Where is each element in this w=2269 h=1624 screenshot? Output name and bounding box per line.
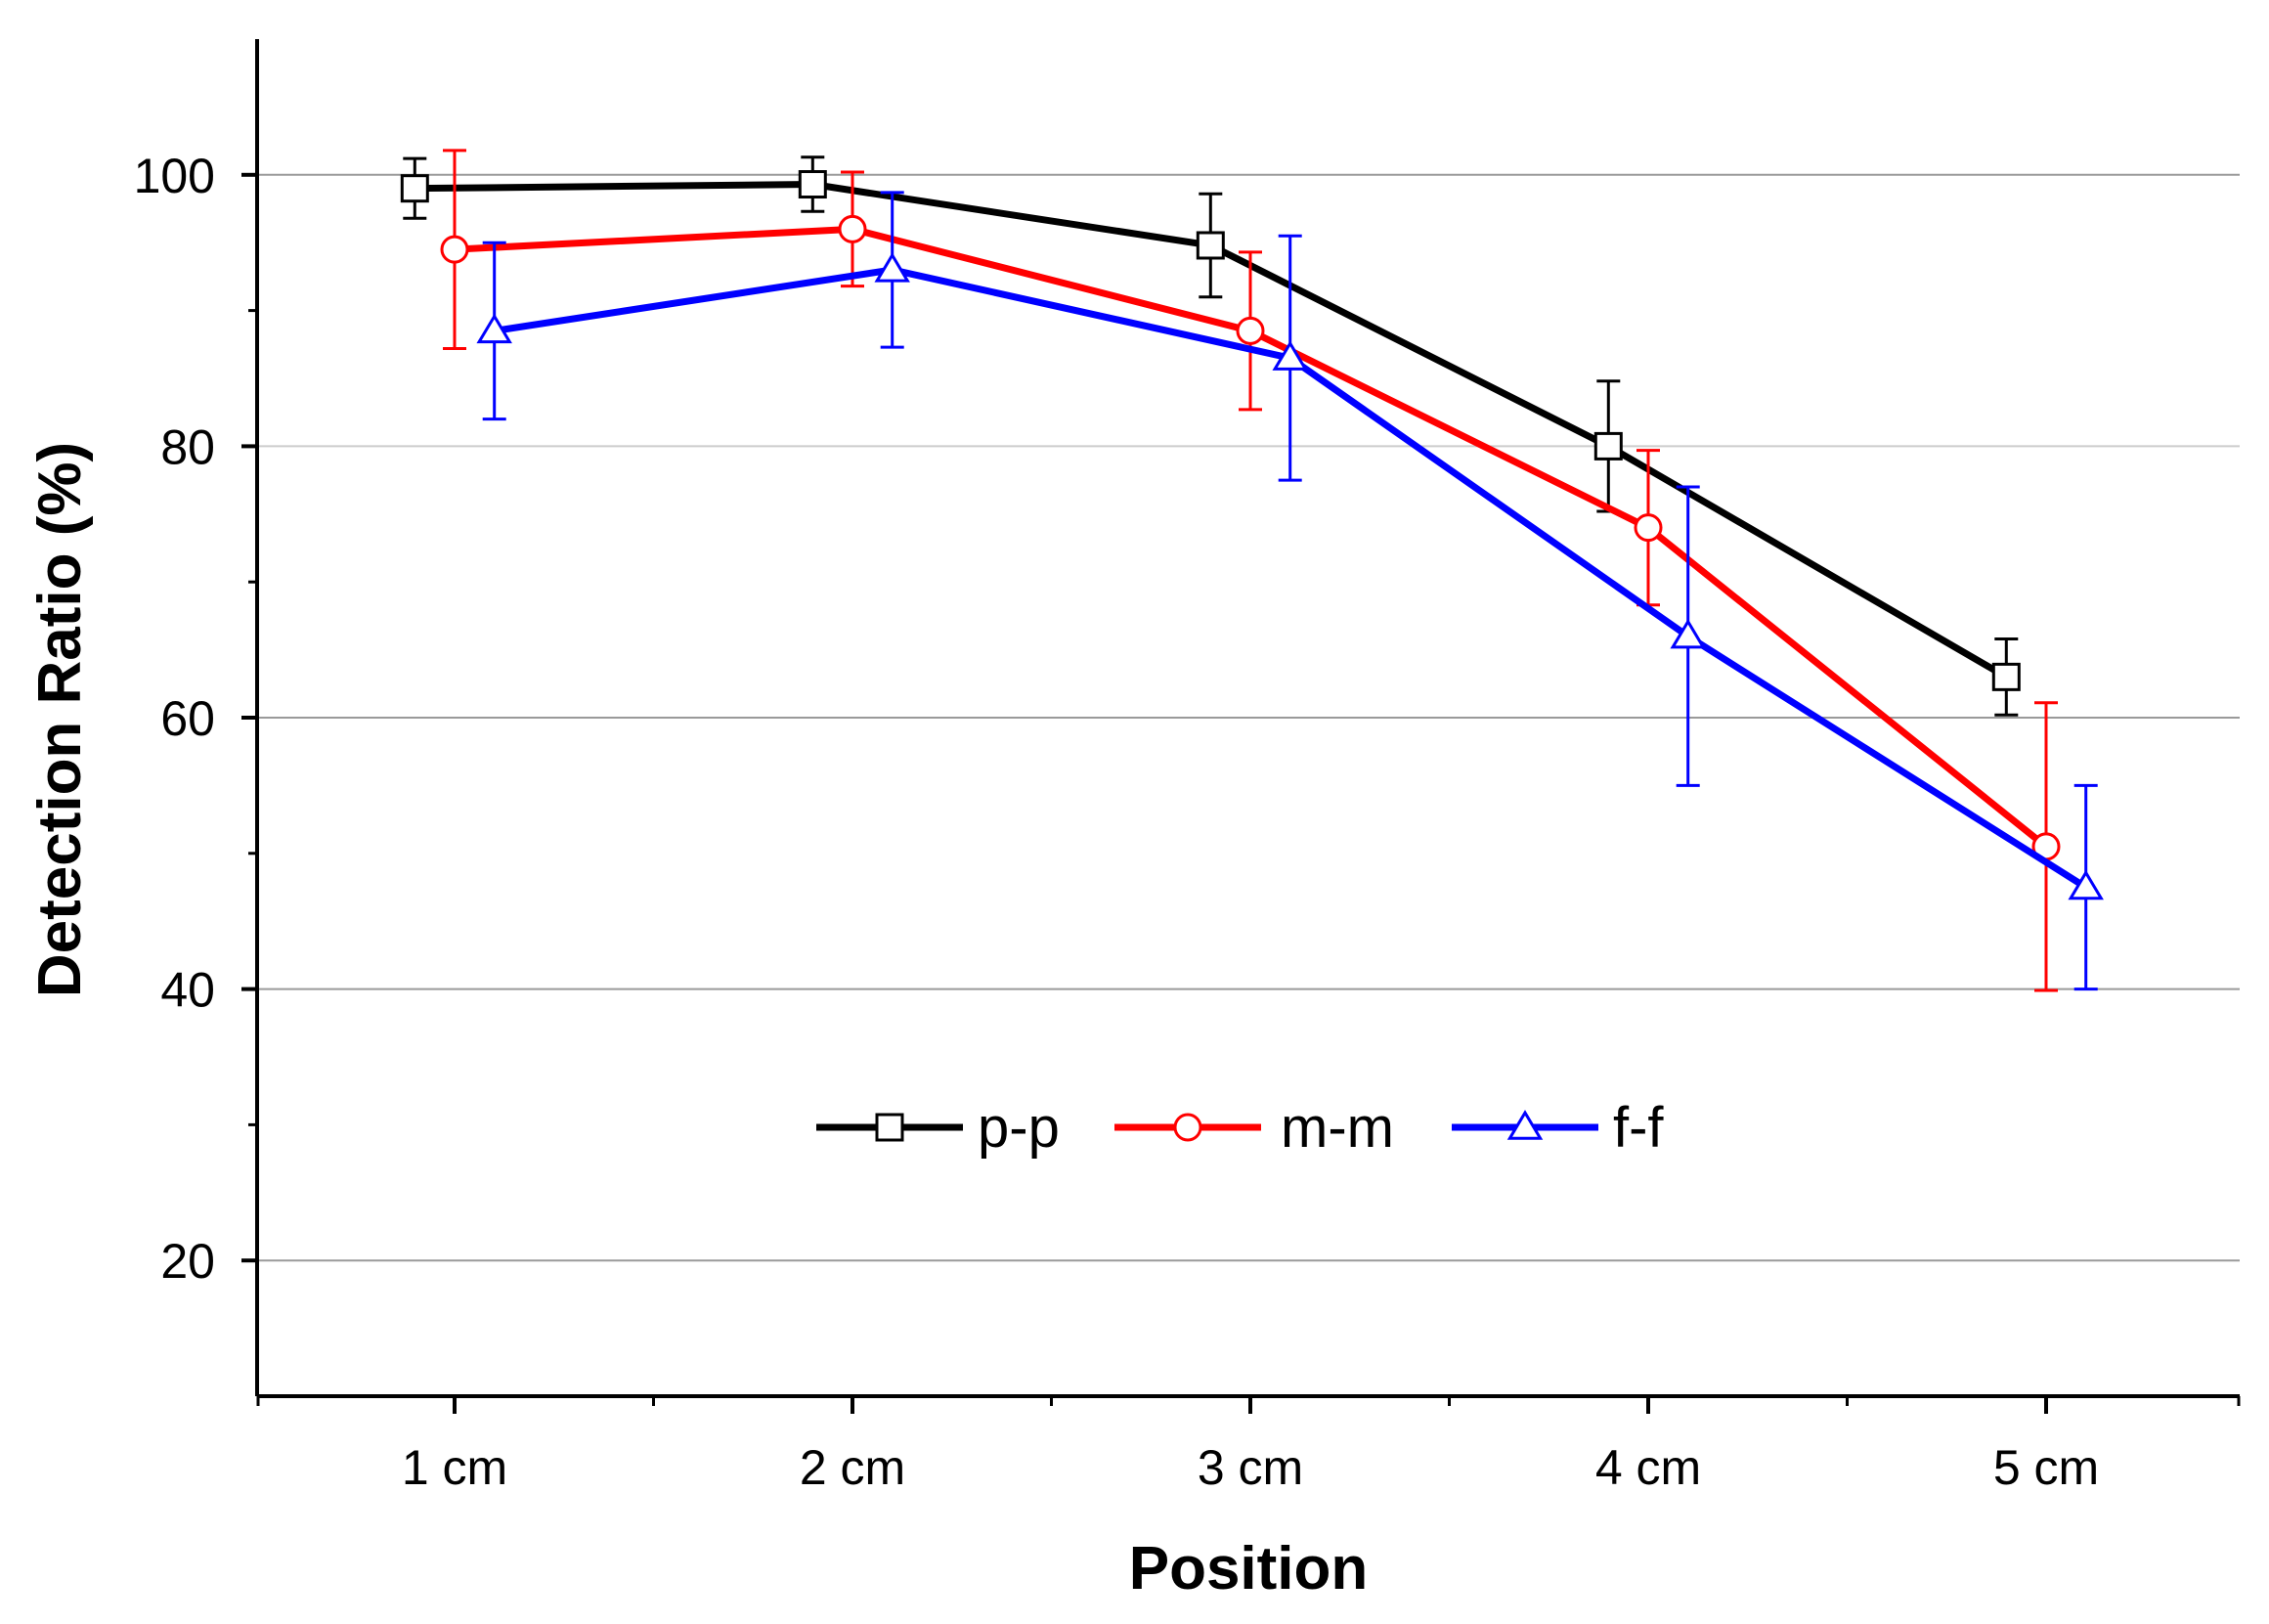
x-tick-label: 5 cm xyxy=(1993,1440,2099,1495)
series-m-m xyxy=(440,149,2061,992)
legend-item-p-p: p-p xyxy=(816,1096,1060,1160)
data-point-m-m xyxy=(1236,316,1265,345)
legend-label-f-f: f-f xyxy=(1613,1096,1664,1160)
data-series xyxy=(400,149,2104,992)
y-tick-label: 40 xyxy=(160,963,215,1018)
data-point-p-p xyxy=(400,174,429,203)
tick-marks xyxy=(241,172,2241,1414)
legend-marker-p-p xyxy=(875,1113,904,1142)
legend-item-f-f: f-f xyxy=(1452,1096,1664,1160)
legend-marker-m-m xyxy=(1173,1113,1202,1142)
legend-marker-f-f xyxy=(1506,1110,1544,1140)
data-point-m-m xyxy=(440,235,469,264)
tick-labels: 20 40 60 80 100 1 cm 2 cm 3 cm 4 cm 5 cm xyxy=(134,149,2100,1495)
legend-label-p-p: p-p xyxy=(978,1096,1060,1160)
data-point-f-f xyxy=(1670,618,1706,649)
x-tick-label: 3 cm xyxy=(1198,1440,1303,1495)
x-tick-label: 2 cm xyxy=(800,1440,905,1495)
legend-item-m-m: m-m xyxy=(1114,1096,1394,1160)
data-point-m-m xyxy=(1634,513,1663,543)
data-point-f-f xyxy=(476,313,512,344)
data-point-p-p xyxy=(1196,231,1225,260)
series-p-p xyxy=(400,155,2021,717)
y-tick-label: 60 xyxy=(160,691,215,746)
data-point-m-m xyxy=(838,214,867,243)
series-f-f xyxy=(476,191,2104,991)
x-tick-label: 1 cm xyxy=(402,1440,507,1495)
data-point-p-p xyxy=(1991,662,2021,691)
data-point-f-f xyxy=(2068,869,2104,900)
y-tick-label: 20 xyxy=(160,1234,215,1289)
legend-label-m-m: m-m xyxy=(1281,1096,1394,1160)
data-point-p-p xyxy=(1593,431,1623,461)
y-axis-title: Detection Ratio (%) xyxy=(26,442,94,997)
x-tick-label: 4 cm xyxy=(1595,1440,1701,1495)
y-tick-label: 100 xyxy=(134,149,215,203)
legend: p-p m-m f-f xyxy=(816,1096,1664,1160)
data-point-f-f xyxy=(1272,340,1308,371)
gridlines xyxy=(257,173,2240,1262)
x-axis-title: Position xyxy=(1129,1535,1369,1602)
data-point-p-p xyxy=(798,170,827,199)
y-tick-label: 80 xyxy=(160,419,215,474)
data-point-f-f xyxy=(874,252,910,283)
